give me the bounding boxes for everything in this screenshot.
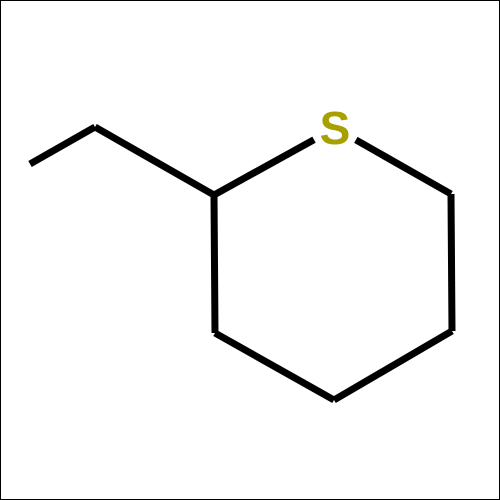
bond: [214, 195, 215, 333]
canvas-border: [1, 1, 500, 500]
molecule-canvas: S: [0, 0, 500, 500]
bond: [451, 194, 452, 331]
atom-label-s: S: [320, 102, 351, 154]
